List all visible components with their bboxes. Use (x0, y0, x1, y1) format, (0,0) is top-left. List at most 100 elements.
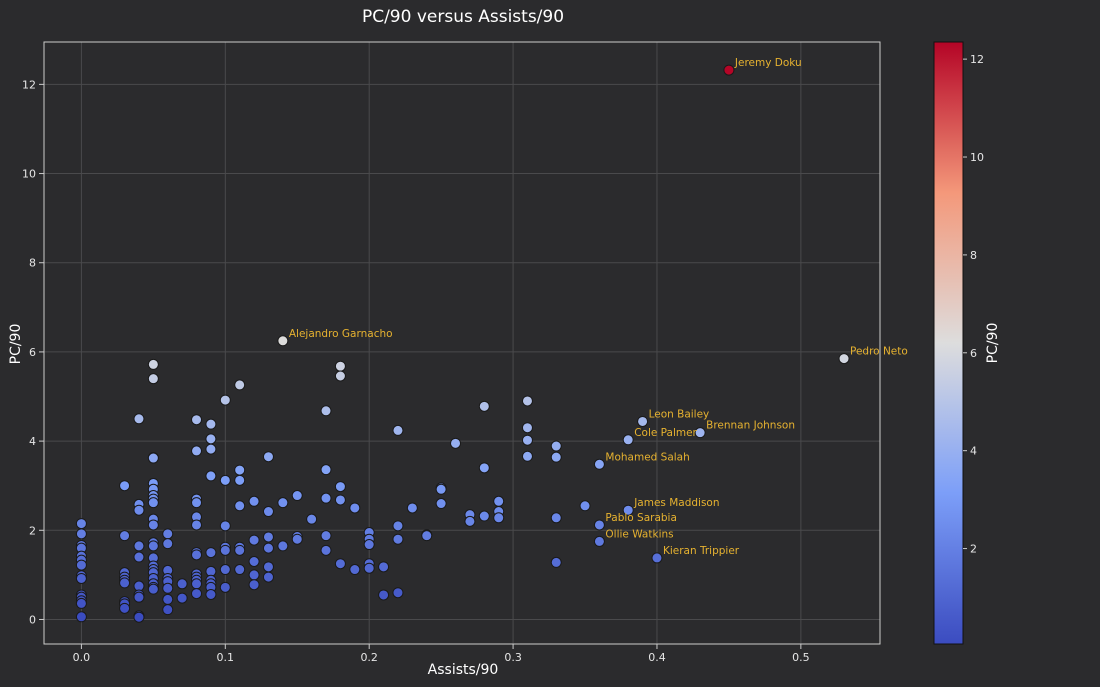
data-point (363, 562, 375, 574)
data-point (75, 572, 87, 584)
data-point (478, 462, 490, 474)
data-point (262, 561, 274, 573)
data-point (694, 427, 706, 439)
data-point (162, 593, 174, 605)
data-point (248, 495, 260, 507)
data-point (478, 510, 490, 522)
data-point (119, 480, 131, 492)
data-point (349, 502, 361, 514)
x-tick-label: 0.4 (648, 651, 666, 664)
data-point (378, 589, 390, 601)
data-point (219, 564, 231, 576)
chart-title: PC/90 versus Assists/90 (362, 7, 564, 27)
data-point (147, 540, 159, 552)
data-point (392, 533, 404, 545)
point-annotation: Ollie Watkins (605, 528, 673, 540)
data-point (521, 395, 533, 407)
data-point (550, 512, 562, 524)
data-point (723, 64, 735, 76)
data-point (147, 497, 159, 509)
data-point (320, 405, 332, 417)
colorbar-tick-label: 4 (970, 445, 977, 458)
data-point (191, 445, 203, 457)
data-point (248, 534, 260, 546)
data-point (191, 497, 203, 509)
data-point (205, 589, 217, 601)
data-point (219, 581, 231, 593)
data-point (334, 494, 346, 506)
data-point (205, 418, 217, 430)
data-point (133, 504, 145, 516)
point-annotation: Cole Palmer (634, 427, 697, 439)
data-point (219, 394, 231, 406)
plot-area: 0.0 0.1 0.2 0.3 0.4 0.5 0 2 4 6 8 10 12 Jeremy Doku Al… (22, 41, 908, 664)
y-tick-label: 10 (22, 168, 36, 181)
data-point (191, 549, 203, 561)
data-point (234, 464, 246, 476)
data-point (349, 564, 361, 576)
point-annotation: James Maddison (633, 497, 719, 509)
data-point (593, 519, 605, 531)
data-point (334, 481, 346, 493)
data-point (75, 528, 87, 540)
y-tick-label: 12 (22, 78, 36, 91)
data-point (622, 504, 634, 516)
data-point (550, 440, 562, 452)
data-point (162, 604, 174, 616)
data-point (334, 558, 346, 570)
data-point (306, 513, 318, 525)
data-point (205, 547, 217, 559)
data-point (191, 588, 203, 600)
colorbar-tick-label: 10 (970, 151, 984, 164)
data-point (363, 539, 375, 551)
data-point (320, 530, 332, 542)
data-point (75, 611, 87, 623)
point-annotation: Pedro Neto (850, 346, 908, 358)
data-point (191, 519, 203, 531)
data-point (392, 520, 404, 532)
point-annotation: Mohamed Salah (605, 451, 689, 463)
data-point (234, 564, 246, 576)
data-point (262, 542, 274, 554)
data-point (191, 578, 203, 590)
data-point (320, 492, 332, 504)
y-tick-label: 6 (29, 346, 36, 359)
data-point (176, 592, 188, 604)
data-point (521, 450, 533, 462)
data-point (291, 490, 303, 502)
colorbar-gradient (933, 41, 964, 645)
colorbar-tick-label: 12 (970, 53, 984, 66)
data-point (320, 464, 332, 476)
data-point (622, 434, 634, 446)
data-point (421, 530, 433, 542)
colorbar-tick-label: 6 (970, 347, 977, 360)
data-point (133, 413, 145, 425)
data-point (277, 540, 289, 552)
data-point (378, 561, 390, 573)
data-point (392, 587, 404, 599)
data-point (75, 559, 87, 571)
data-point (392, 424, 404, 436)
colorbar-tick-label: 8 (970, 249, 977, 262)
data-point (133, 551, 145, 563)
colorbar-tick-label: 2 (970, 543, 977, 556)
data-point (651, 552, 663, 564)
data-point (205, 470, 217, 482)
data-point (119, 577, 131, 589)
data-point (435, 483, 447, 495)
data-point (191, 414, 203, 426)
x-tick-label: 0.3 (504, 651, 522, 664)
x-tick-label: 0.2 (360, 651, 378, 664)
point-annotation: Leon Bailey (649, 408, 710, 420)
data-point (162, 538, 174, 550)
data-point (119, 530, 131, 542)
data-point (262, 531, 274, 543)
data-point (291, 533, 303, 545)
data-point (234, 379, 246, 391)
data-point (248, 579, 260, 591)
data-point (262, 451, 274, 463)
data-point (262, 571, 274, 583)
colorbar: 2 4 6 8 10 12 (933, 41, 984, 645)
data-point (593, 535, 605, 547)
